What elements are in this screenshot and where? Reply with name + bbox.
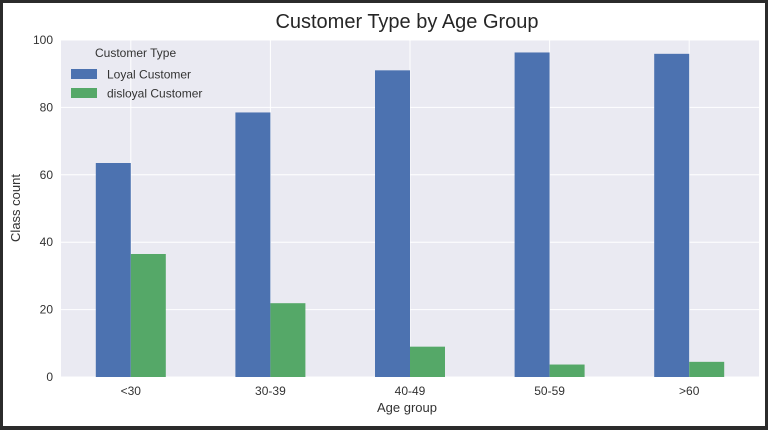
bar-disloyal-2 [410, 346, 445, 377]
x-tick-label: <30 [121, 384, 142, 398]
x-tick-label: 30-39 [255, 384, 286, 398]
y-tick-label: 40 [40, 235, 54, 249]
bar-loyal-4 [654, 53, 690, 377]
legend-entry: Loyal Customer [107, 68, 191, 82]
y-tick-label: 60 [40, 168, 54, 182]
bar-disloyal-0 [130, 253, 166, 377]
bar-disloyal-1 [270, 303, 306, 377]
y-tick-label: 0 [46, 370, 53, 384]
bar-disloyal-4 [689, 361, 725, 377]
chart-frame: Customer Type by Age Group 0 20 40 60 80 100 … [3, 3, 765, 426]
y-tick-labels: 0 20 40 60 80 100 [33, 33, 53, 384]
bar-loyal-1 [235, 112, 271, 377]
bar-loyal-2 [375, 70, 410, 377]
legend-swatch [71, 69, 97, 79]
chart-title: Customer Type by Age Group [275, 11, 538, 33]
bar-loyal-3 [514, 52, 550, 378]
x-tick-label: >60 [679, 384, 700, 398]
bar-loyal-0 [95, 163, 131, 377]
legend-entry: disloyal Customer [107, 87, 202, 101]
y-tick-label: 80 [40, 100, 54, 114]
y-tick-label: 100 [33, 33, 53, 47]
bar-disloyal-3 [549, 364, 585, 377]
legend-title: Customer Type [95, 46, 176, 60]
y-tick-label: 20 [40, 303, 54, 317]
legend: Customer Type Loyal Customer disloyal Cus… [71, 46, 202, 101]
bars [95, 52, 725, 378]
x-tick-label: 50-59 [534, 384, 565, 398]
y-axis-label: Class count [8, 174, 23, 242]
x-tick-labels: <30 30-39 40-49 50-59 >60 [121, 384, 700, 398]
legend-swatch [71, 88, 97, 98]
x-tick-label: 40-49 [395, 384, 426, 398]
bar-chart: Customer Type by Age Group 020406080100 … [8, 11, 759, 415]
x-axis-label: Age group [377, 400, 437, 415]
